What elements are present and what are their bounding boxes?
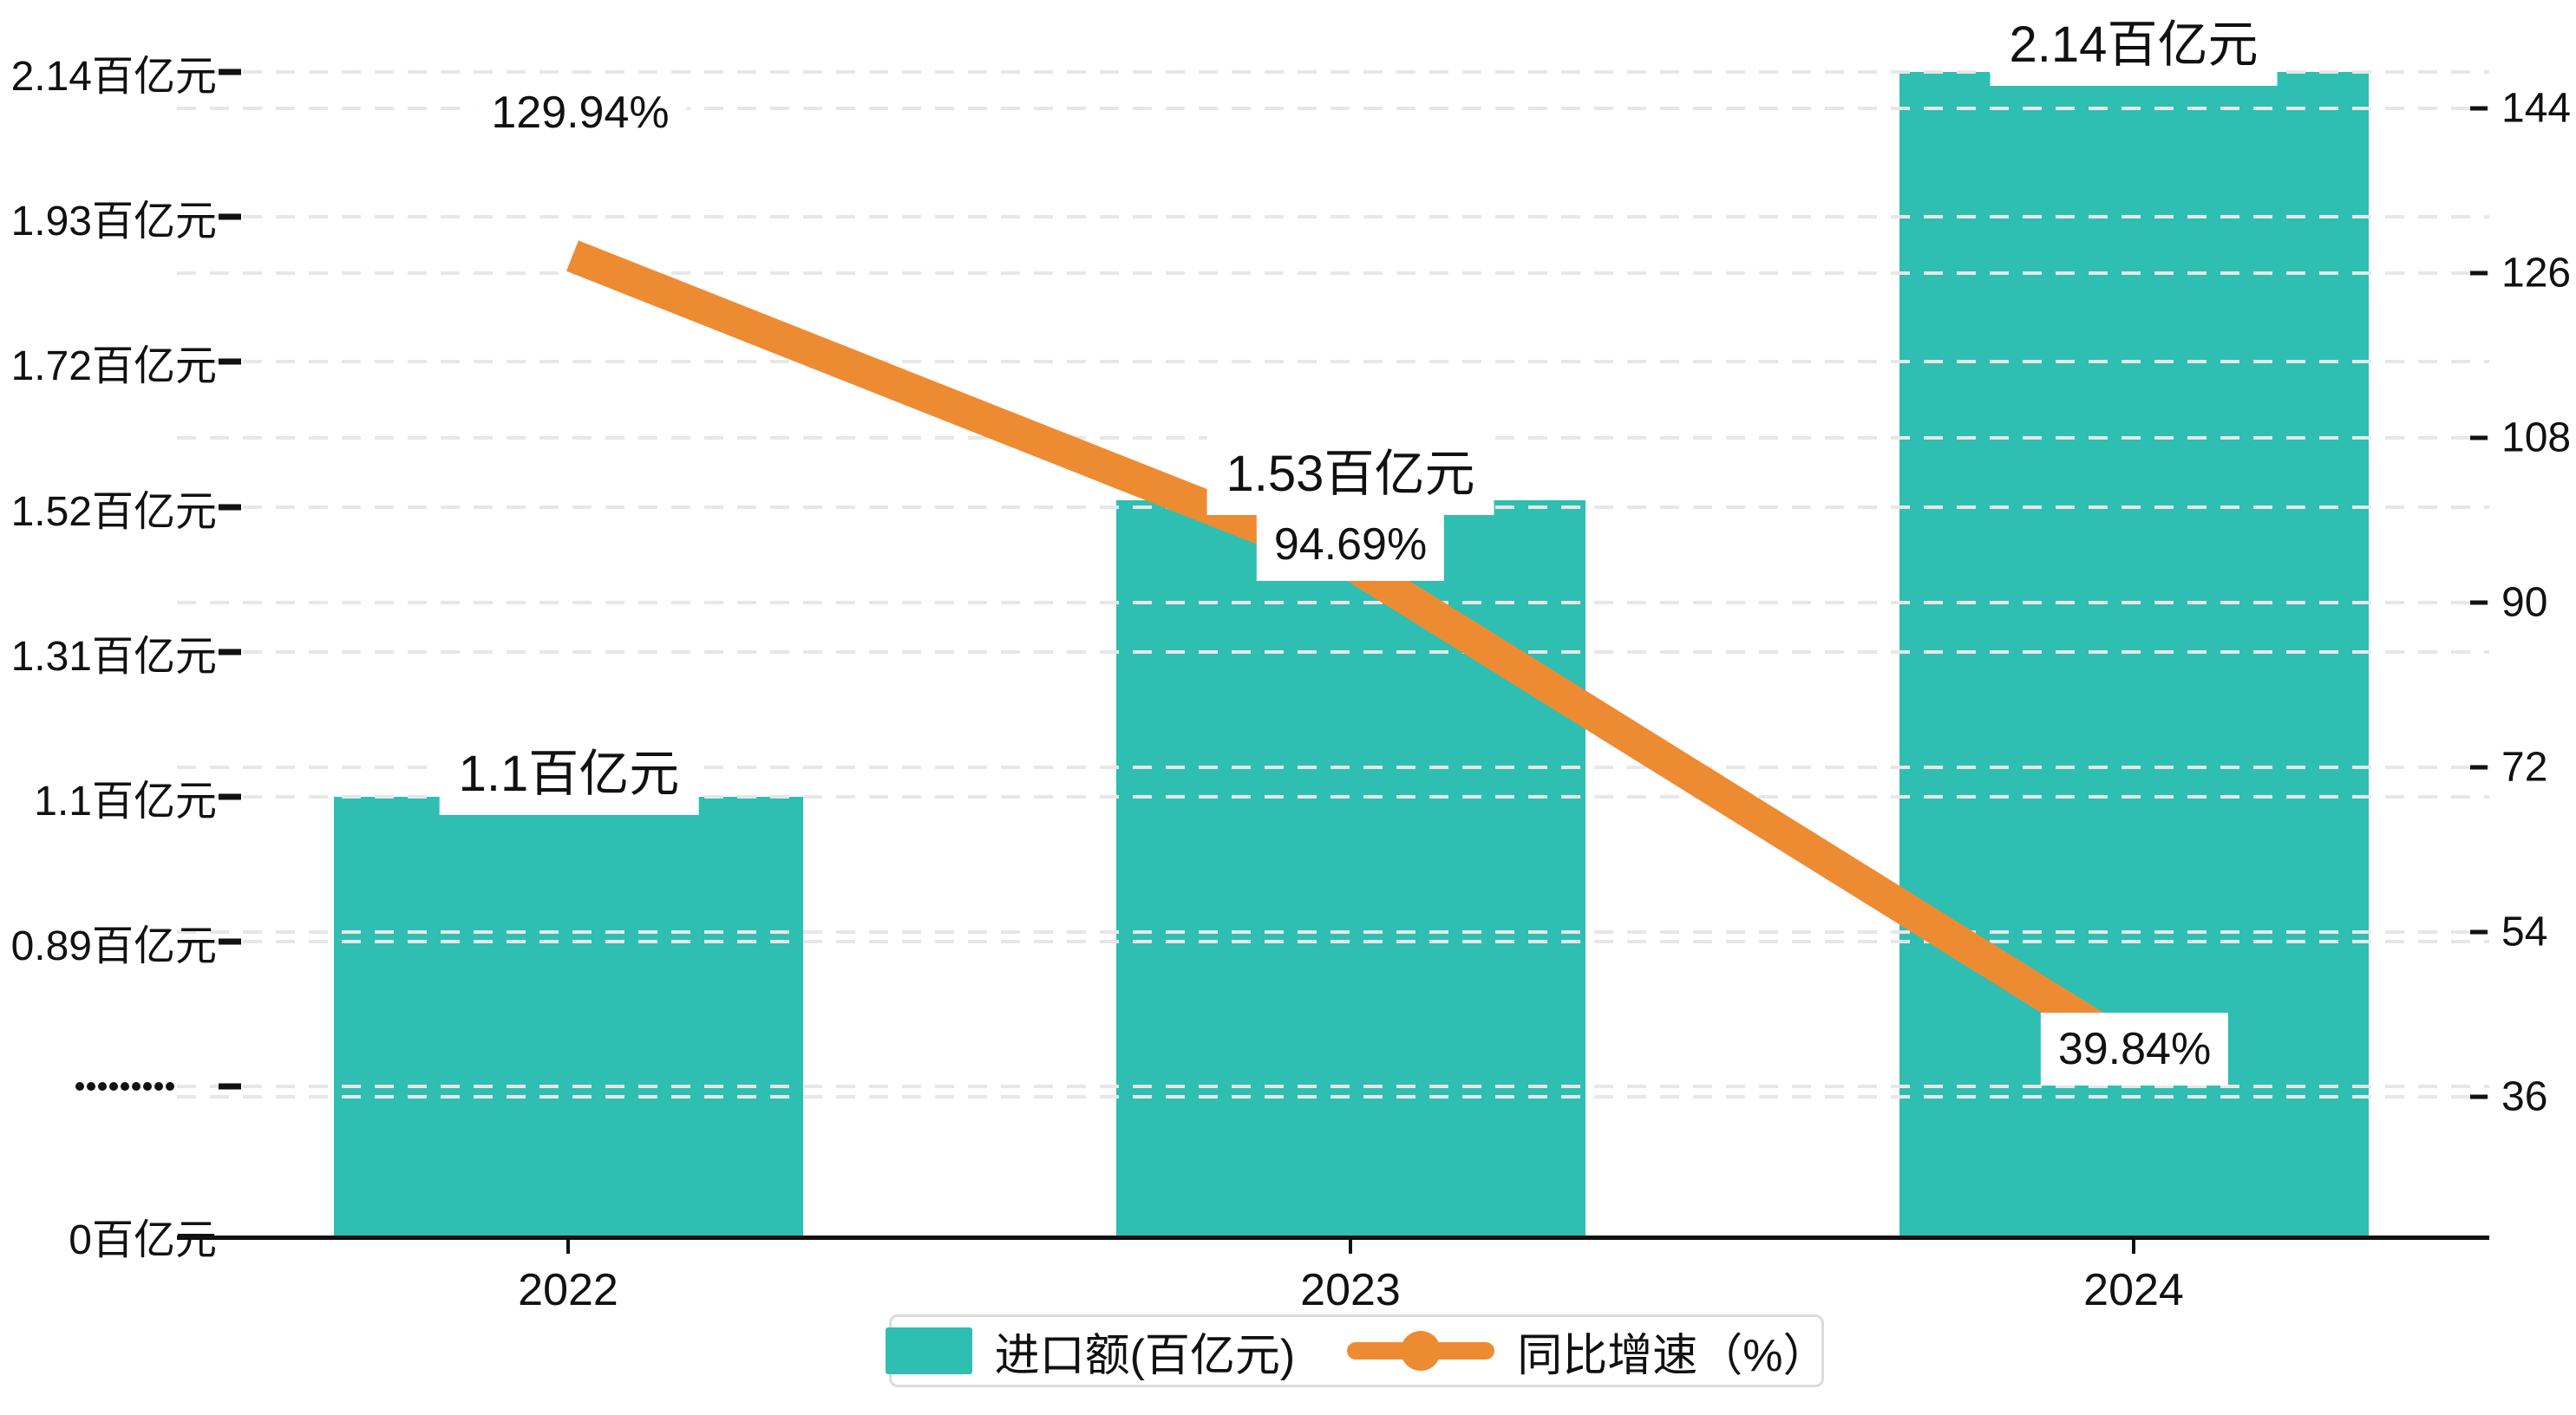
x-axis-tick-mark — [1349, 1238, 1352, 1254]
left-axis-tick-label: 0.89百亿元 — [10, 923, 217, 969]
right-axis-tick-label: 72 — [2501, 744, 2548, 791]
axis-break-dots — [75, 1082, 174, 1091]
right-axis-tick-mark — [2470, 1094, 2488, 1099]
right-axis-tick-mark — [2470, 271, 2488, 276]
left-axis-tick-mark — [219, 1083, 241, 1090]
line-swatch-dot — [1401, 1331, 1442, 1371]
gridline — [177, 360, 2489, 363]
right-axis-tick-mark — [2470, 435, 2488, 440]
bar-series-swatch-icon — [885, 1327, 972, 1374]
bar-2023[interactable] — [1116, 500, 1585, 1236]
legend-item-growth[interactable]: 同比增速（%） — [1347, 1319, 1827, 1384]
left-axis-tick-mark — [219, 358, 241, 365]
gridline — [177, 107, 2489, 110]
gridline — [177, 930, 2489, 934]
gridline — [177, 766, 2489, 769]
right-axis-tick-label: 108 — [2501, 414, 2572, 461]
left-axis-tick-label: 1.93百亿元 — [10, 199, 217, 245]
right-axis-tick-mark — [2470, 600, 2488, 605]
bar-value-label: 1.53百亿元 — [1206, 434, 1494, 515]
bar-value-label: 1.1百亿元 — [439, 734, 699, 815]
left-axis-tick-label: 1.72百亿元 — [10, 343, 217, 389]
line-value-label: 129.94% — [474, 76, 687, 149]
x-axis-label-2024: 2024 — [2083, 1265, 2184, 1315]
left-axis-tick-mark — [219, 504, 241, 511]
right-axis-tick-label: 90 — [2501, 579, 2548, 626]
bar-2022[interactable] — [334, 797, 803, 1236]
right-axis-tick-label: 126 — [2501, 250, 2572, 297]
gridline — [177, 940, 2489, 943]
gridline — [177, 650, 2489, 654]
gridline — [177, 271, 2489, 275]
legend-label-imports: 进口额(百亿元) — [994, 1330, 1296, 1381]
gridline — [177, 70, 2489, 74]
left-axis-tick-mark — [219, 793, 241, 800]
line-value-label: 39.84% — [2040, 1013, 2229, 1086]
bar-value-label: 2.14百亿元 — [1990, 4, 2278, 86]
left-axis-tick-label: 1.31百亿元 — [10, 634, 217, 680]
x-axis-line — [177, 1236, 2489, 1240]
gridline — [177, 601, 2489, 604]
right-axis-tick-label: 144 — [2501, 85, 2572, 132]
right-axis-tick-mark — [2470, 106, 2488, 111]
line-value-label: 94.69% — [1256, 508, 1445, 581]
gridline — [177, 215, 2489, 218]
right-axis-tick-label: 54 — [2501, 909, 2548, 955]
legend-item-imports[interactable]: 进口额(百亿元) — [885, 1319, 1296, 1384]
right-axis-tick-mark — [2470, 765, 2488, 770]
x-axis-label-2023: 2023 — [1300, 1265, 1401, 1315]
left-axis-tick-mark — [219, 213, 241, 220]
gridline — [177, 1095, 2489, 1099]
left-axis-tick-label: 1.52百亿元 — [10, 489, 217, 535]
left-axis-tick-mark — [219, 68, 241, 75]
x-axis-label-2022: 2022 — [518, 1265, 618, 1315]
right-axis-tick-label: 36 — [2501, 1073, 2548, 1120]
right-axis-tick-mark — [2470, 929, 2488, 935]
left-axis-tick-label: 0百亿元 — [69, 1217, 217, 1263]
x-axis-tick-mark — [566, 1238, 570, 1254]
left-axis-tick-label: 2.14百亿元 — [10, 54, 217, 100]
line-series-swatch-icon — [1347, 1331, 1495, 1371]
legend[interactable]: 进口额(百亿元) 同比增速（%） — [885, 1314, 1827, 1387]
left-axis-tick-label: 1.1百亿元 — [34, 779, 217, 825]
legend-label-growth: 同比增速（%） — [1517, 1330, 1828, 1381]
left-axis-tick-mark — [219, 649, 241, 655]
gridline — [177, 795, 2489, 799]
gridline — [177, 1085, 2489, 1088]
left-axis-tick-mark — [219, 938, 241, 945]
x-axis-tick-mark — [2132, 1238, 2135, 1254]
